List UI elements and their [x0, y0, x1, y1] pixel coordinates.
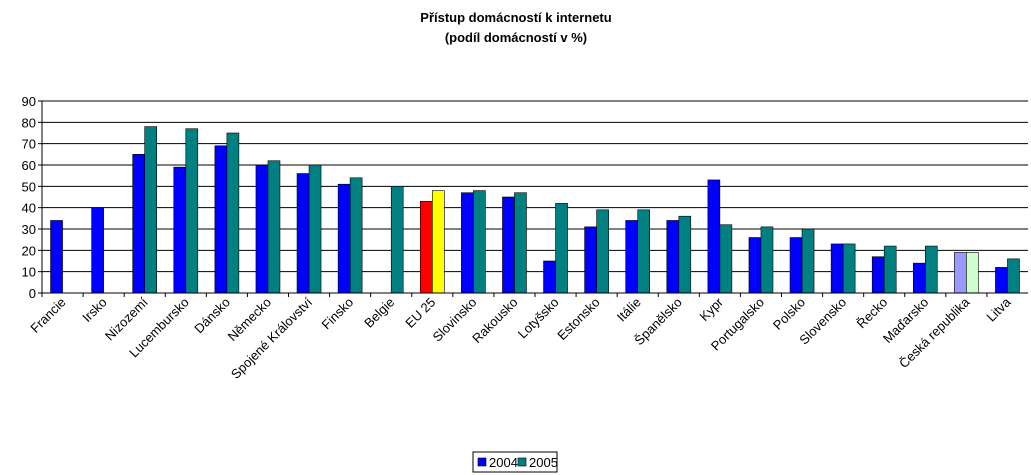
bar: [555, 203, 568, 294]
bar: [502, 196, 515, 294]
x-tick-label: EU 25: [402, 295, 438, 331]
bar: [214, 145, 228, 294]
bar: [419, 200, 433, 294]
y-tick-label: 80: [22, 115, 36, 130]
x-tick-label: Finsko: [319, 295, 357, 333]
y-tick-label: 20: [22, 243, 36, 258]
bar: [584, 226, 597, 294]
bar: [625, 220, 639, 294]
bar: [707, 179, 721, 294]
bar: [173, 166, 187, 294]
bar: [924, 245, 938, 294]
bar: [748, 237, 762, 294]
y-tick-label: 60: [22, 158, 36, 173]
bar: [226, 132, 240, 294]
x-tick-label: Belgie: [361, 295, 397, 331]
legend-label: 2005: [529, 455, 558, 470]
bar: [514, 192, 527, 294]
bar: [596, 209, 609, 294]
bar: [789, 237, 803, 294]
legend-box: [472, 451, 558, 473]
bar: [966, 252, 979, 294]
bar: [431, 190, 445, 294]
bar: [760, 226, 774, 294]
y-tick-label: 50: [22, 179, 36, 194]
legend-swatch: [517, 457, 527, 467]
legend-label: 2004: [489, 455, 518, 470]
bar: [666, 220, 680, 294]
bar: [296, 173, 310, 294]
bar: [132, 154, 146, 294]
bar: [1007, 258, 1020, 294]
bar: [308, 164, 322, 294]
bar: [637, 209, 651, 294]
bar: [543, 260, 556, 294]
bar: [871, 256, 885, 294]
x-tick-label: Itálie: [614, 295, 644, 325]
bar: [678, 215, 692, 294]
y-tick-label: 90: [22, 94, 36, 109]
y-tick-label: 0: [29, 286, 36, 301]
bar: [954, 252, 967, 294]
bar: [883, 245, 897, 294]
x-tick-label: Rakousko: [469, 295, 520, 346]
bar: [719, 224, 733, 294]
bar: [91, 207, 104, 294]
bar: [842, 243, 856, 294]
bar: [995, 267, 1008, 294]
x-tick-label: Polsko: [770, 295, 808, 333]
bar: [801, 228, 815, 294]
x-tick-label: Česká republika: [896, 294, 973, 371]
y-tick-label: 40: [22, 201, 36, 216]
x-tick-label: Irsko: [79, 295, 110, 326]
y-tick-label: 70: [22, 137, 36, 152]
bar: [144, 126, 158, 294]
legend-swatch: [477, 457, 487, 467]
bar: [185, 128, 199, 294]
bar: [473, 190, 486, 294]
bar: [830, 243, 844, 294]
y-tick-label: 30: [22, 222, 36, 237]
bar: [461, 192, 474, 294]
x-tick-label: Estonsko: [554, 295, 602, 343]
bar: [349, 177, 363, 294]
x-tick-label: Řecko: [854, 295, 891, 332]
bar: [912, 262, 926, 294]
chart-title: Přístup domácností k internetu: [420, 10, 611, 25]
x-tick-label: Lotyšsko: [515, 295, 562, 342]
bar: [390, 186, 404, 294]
x-tick-label: Kypr: [696, 294, 726, 324]
bar: [267, 160, 281, 294]
bar: [255, 164, 269, 294]
bar: [50, 220, 63, 294]
y-tick-label: 10: [22, 265, 36, 280]
x-tick-label: Litva: [984, 294, 1015, 325]
bar: [337, 183, 351, 294]
chart-subtitle: (podíl domácností v %): [445, 30, 587, 45]
